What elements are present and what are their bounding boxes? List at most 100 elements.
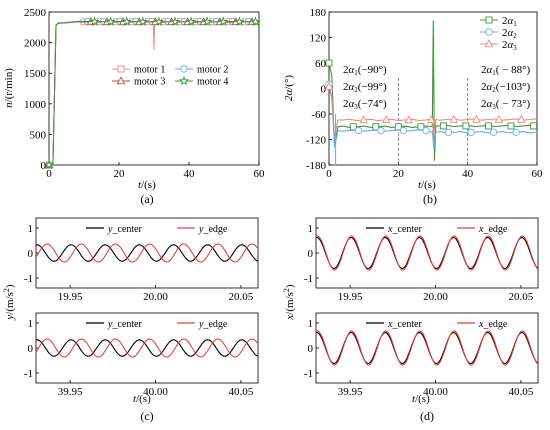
chart-a-point	[218, 16, 229, 27]
chart-b-point	[517, 114, 526, 123]
chart-c-ylabel: y/(m/s2)	[2, 284, 16, 321]
chart-a-ylabel: n/(r/min)	[3, 68, 15, 108]
chart-b-ytick-label: 180	[310, 7, 327, 19]
chart-a-point	[202, 16, 213, 27]
chart-b-annotation: 2α2(−99°)	[343, 81, 387, 94]
chart-d-bottom-xtick-label: 39.95	[338, 386, 363, 398]
chart-c-top-series-1	[35, 244, 259, 262]
chart-a-xtick-label: 40	[184, 168, 196, 180]
caption-d: (d)	[420, 409, 434, 423]
chart-d-top-legend-label: x_center	[387, 224, 423, 235]
chart-a-point	[250, 16, 261, 27]
chart-a-series-1	[49, 20, 260, 166]
chart-c-bottom-series-2	[35, 338, 259, 358]
chart-c-top-legend-label: y_edge	[198, 224, 228, 235]
chart-d-top-ytick-label: -1	[304, 273, 313, 285]
chart-c-top-legend: y_center y_edge	[86, 224, 228, 235]
chart-d-top-legend: x_center x_edge	[366, 224, 508, 235]
chart-b-point	[467, 128, 475, 136]
chart-b-point	[444, 128, 453, 136]
chart-d-top-xtick-label: 20.05	[509, 291, 534, 303]
chart-b-point	[399, 126, 408, 135]
chart-b-point	[359, 115, 368, 124]
chart-d-bottom-series-1	[315, 331, 539, 365]
chart-d-top-series-1	[315, 236, 539, 270]
chart-b-xtick-label: 40	[462, 168, 474, 180]
chart-b-point	[490, 128, 498, 136]
chart-b-annotation: 2α3(−74°)	[343, 98, 387, 111]
chart-a-legend-label: motor 4	[197, 77, 228, 88]
chart-c-top-xtick-label: 20.00	[143, 291, 168, 303]
chart-d-ylabel: x/(m/s2)	[282, 284, 296, 321]
chart-c-bottom-xtick-label: 39.95	[58, 386, 83, 398]
chart-b-xtick-label: 20	[393, 168, 405, 180]
chart-b-annotation: 2α1( − 88°)	[481, 64, 531, 77]
chart-d-top-series-2	[315, 235, 539, 271]
chart-b-point	[427, 115, 436, 124]
caption-b: (b)	[423, 192, 437, 206]
chart-a-legend-label: motor 3	[134, 77, 165, 88]
chart-a-point	[137, 16, 148, 27]
chart-c-bottom-ytick-label: 1	[28, 318, 34, 330]
chart-d-bottom-ytick-label: 1	[308, 318, 314, 330]
chart-c-top-ytick-label: 0	[28, 248, 34, 260]
chart-b-annotation: 2α2(−103°)	[481, 81, 531, 94]
chart-c-bottom-series-1	[35, 339, 259, 357]
chart-a-legend-marker	[116, 76, 126, 85]
chart-b-ytick-label: 60	[315, 58, 327, 70]
chart-d-bottom-xtick-label: 40.00	[423, 386, 448, 398]
chart-c-bottom-xtick-label: 40.00	[143, 386, 168, 398]
chart-d-bottom-xtick-label: 40.05	[509, 386, 534, 398]
chart-a-legend-label: motor 1	[134, 65, 165, 76]
chart-c-bottom-ytick-label: -1	[24, 368, 33, 380]
chart-c-top-xtick-label: 19.95	[58, 291, 83, 303]
chart-b-point	[512, 128, 520, 136]
chart-b-point	[377, 126, 385, 135]
chart-b-point	[439, 122, 447, 130]
chart-d-top-ytick-label: 1	[308, 223, 314, 235]
chart-a-legend-label: motor 2	[197, 65, 228, 76]
chart-a-point	[89, 16, 100, 27]
chart-a-legend-marker	[180, 65, 188, 73]
chart-d-top-legend-label: x_edge	[478, 224, 508, 235]
chart-a-legend: motor 1 motor 2 motor 3 motor 4	[112, 65, 228, 88]
caption-a: (a)	[140, 192, 153, 206]
chart-a-ytick-label: 500	[30, 129, 47, 141]
chart-d-bottom-series-2	[315, 330, 539, 366]
chart-b-xtick-label: 60	[532, 168, 544, 180]
chart-b-ylabel: 2α/(°)	[283, 75, 295, 101]
chart-c-top-legend-label: y_center	[107, 224, 143, 235]
chart-b-point	[325, 59, 333, 67]
chart-b-ytick-label: 0	[321, 84, 327, 96]
chart-a-point	[105, 16, 116, 27]
chart-a-point	[153, 16, 165, 27]
chart-b-ytick-label: 120	[310, 33, 327, 45]
chart-b-point	[494, 114, 504, 123]
chart-a-xtick-label: 0	[46, 168, 52, 180]
chart-b-ytick-label: -120	[306, 135, 327, 147]
chart-a-point	[121, 16, 132, 27]
chart-b-point	[472, 114, 481, 123]
chart-a-xtick-label: 20	[114, 168, 126, 180]
chart-b-point	[530, 122, 537, 130]
chart-c-xlabel: t/(s)	[133, 393, 151, 405]
chart-c-bottom-xtick-label: 40.05	[229, 386, 254, 398]
chart-b-legend-marker	[485, 16, 493, 24]
chart-a-point	[43, 159, 55, 170]
chart-b-point	[462, 122, 470, 130]
chart-d-bottom-ytick-label: -1	[304, 368, 313, 380]
chart-b-ytick-label: -60	[311, 109, 326, 121]
chart-b-legend-label: 2α3	[502, 39, 517, 52]
chart-c-top-ytick-label: 1	[28, 223, 34, 235]
chart-c-bottom: 39.95 40.00 40.05 -1 0 1 y_center y_edge t/(s)	[24, 312, 259, 405]
chart-b-annotations: 2α1(−90°) 2α2(−99°) 2α3(−74°) 2α1( − 88°) 2α…	[343, 64, 531, 111]
chart-a-legend-marker	[117, 65, 125, 73]
chart-b-point	[507, 122, 515, 130]
chart-c-top-xtick-label: 20.05	[229, 291, 254, 303]
chart-a-ytick-label: 0	[41, 160, 47, 172]
chart-c-bottom-ytick-label: 0	[28, 343, 34, 355]
